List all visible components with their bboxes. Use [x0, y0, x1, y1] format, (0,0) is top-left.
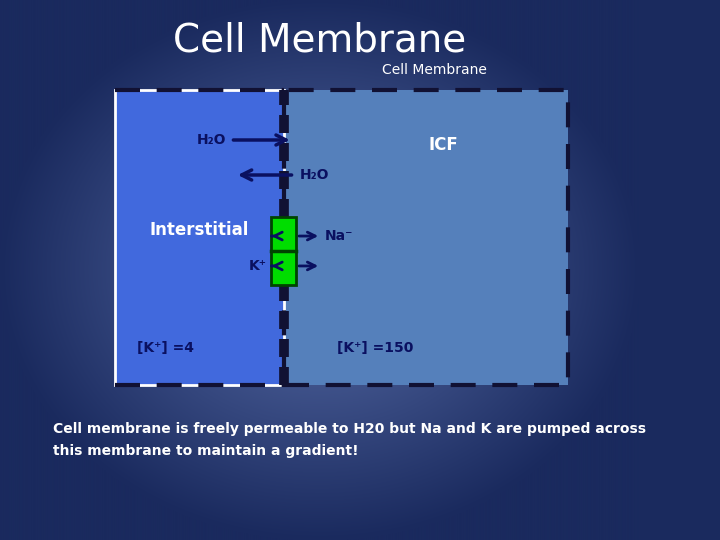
Bar	[284, 90, 567, 385]
Text: Cell Membrane: Cell Membrane	[382, 63, 487, 77]
Text: H₂O: H₂O	[300, 168, 329, 182]
Text: ICF: ICF	[428, 136, 458, 154]
Text: [K⁺] =150: [K⁺] =150	[337, 341, 413, 355]
Text: H₂O: H₂O	[197, 133, 226, 147]
Bar	[271, 217, 296, 285]
Bar	[115, 90, 284, 385]
Text: Na⁻: Na⁻	[325, 229, 353, 243]
Text: Interstitial: Interstitial	[150, 221, 249, 239]
Text: Cell membrane is freely permeable to H20 but Na and K are pumped across
this mem: Cell membrane is freely permeable to H20…	[53, 422, 647, 458]
Bar	[115, 90, 284, 385]
Text: K⁺: K⁺	[249, 259, 267, 273]
Bar	[284, 90, 567, 385]
Text: [K⁺] =4: [K⁺] =4	[138, 341, 194, 355]
Text: Cell Membrane: Cell Membrane	[173, 21, 466, 59]
